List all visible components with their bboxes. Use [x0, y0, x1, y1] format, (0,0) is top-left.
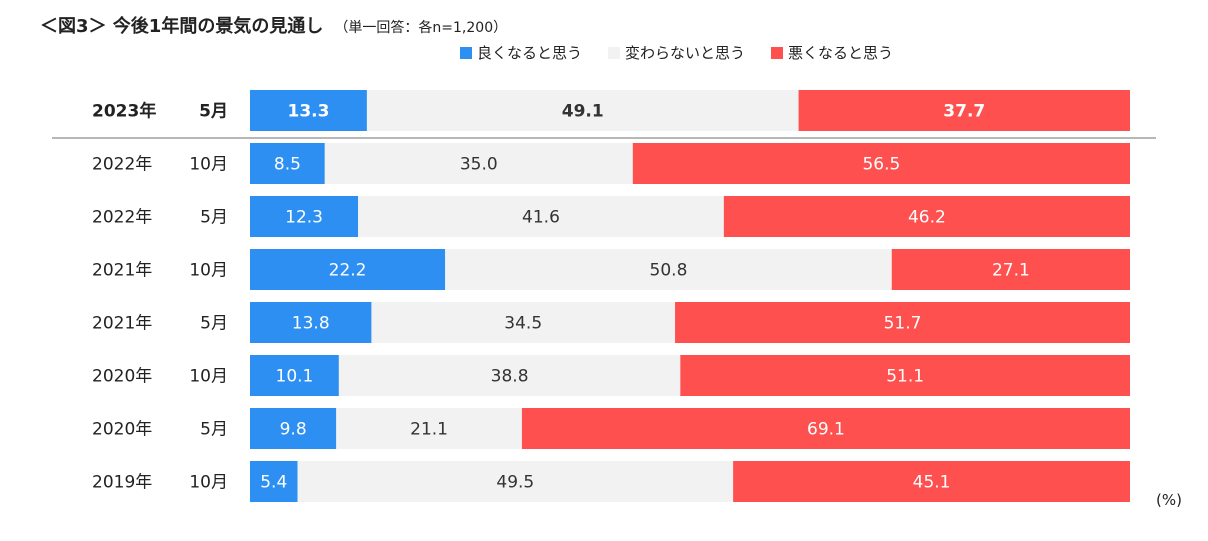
bar-value-label-same: 35.0	[460, 155, 498, 175]
bar-value-label-bad: 45.1	[913, 473, 951, 493]
row-label-year: 2021年	[92, 314, 152, 334]
bar-segment-bad	[521, 408, 1130, 449]
bar-segment-same	[445, 249, 892, 290]
bar-segment-good	[250, 302, 372, 343]
bar-value-label-bad: 27.1	[992, 261, 1030, 281]
bar-value-label-same: 21.1	[410, 420, 448, 440]
legend-swatch-good	[460, 46, 472, 59]
bar-segment-same	[338, 355, 681, 396]
bar-segment-same	[336, 408, 522, 449]
bar-value-label-bad: 51.7	[884, 314, 922, 334]
bar-segment-good	[250, 461, 298, 502]
row-label-month: 10月	[189, 155, 228, 175]
bar-segment-same	[371, 302, 676, 343]
row-label-year: 2022年	[92, 155, 152, 175]
bar-value-label-good: 8.5	[274, 155, 301, 175]
bar-segment-good	[250, 408, 337, 449]
bar-value-label-same: 41.6	[522, 208, 560, 228]
bar-value-label-same: 34.5	[504, 314, 542, 334]
bar-value-label-good: 22.2	[329, 261, 367, 281]
legend-item-same: 変わらないと思う	[608, 42, 745, 63]
row-label-month: 10月	[189, 261, 228, 281]
bar-value-label-bad: 37.7	[943, 102, 985, 122]
bar-value-label-good: 9.8	[280, 420, 307, 440]
row-label-month: 5月	[200, 314, 228, 334]
bar-value-label-good: 13.3	[287, 102, 329, 122]
bar-value-label-bad: 46.2	[908, 208, 946, 228]
bar-segment-good	[250, 90, 367, 131]
bar-segment-good	[250, 355, 339, 396]
row-label-month: 10月	[189, 367, 228, 387]
row-label-month: 5月	[199, 102, 228, 122]
bar-value-label-bad: 56.5	[862, 155, 900, 175]
bar-value-label-good: 12.3	[285, 208, 323, 228]
chart-subtitle: （単一回答：各n=1,200）	[334, 20, 508, 36]
legend-item-bad: 悪くなると思う	[771, 42, 893, 63]
row-label-year: 2022年	[92, 208, 152, 228]
bar-segment-bad	[675, 302, 1130, 343]
bar-value-label-same: 38.8	[491, 367, 529, 387]
bar-segment-good	[250, 143, 325, 184]
row-label-month: 5月	[200, 420, 228, 440]
bar-segment-good	[250, 249, 446, 290]
bar-value-label-bad: 69.1	[807, 420, 845, 440]
bar-segment-same	[366, 90, 799, 131]
legend: 良くなると思う 変わらないと思う 悪くなると思う	[460, 42, 893, 63]
legend-item-good: 良くなると思う	[460, 42, 582, 63]
row-label-year: 2019年	[92, 473, 152, 493]
legend-swatch-bad	[771, 46, 784, 59]
row-label-year: 2020年	[92, 367, 152, 387]
legend-label-same: 変わらないと思う	[625, 44, 746, 62]
legend-label-good: 良くなると思う	[477, 44, 583, 62]
row-label-month: 10月	[189, 473, 228, 493]
row-label-year: 2021年	[92, 261, 152, 281]
bar-segment-bad	[733, 461, 1130, 502]
chart-title-main: ＜図3＞ 今後1年間の景気の見通し	[40, 16, 324, 37]
bar-value-label-same: 49.1	[562, 102, 604, 122]
bar-value-label-good: 5.4	[260, 473, 287, 493]
bar-value-label-same: 50.8	[650, 261, 688, 281]
row-label-year: 2020年	[92, 420, 152, 440]
bar-segment-bad	[723, 196, 1130, 237]
legend-label-bad: 悪くなると思う	[788, 44, 894, 62]
bar-value-label-same: 49.5	[496, 473, 534, 493]
bar-value-label-good: 10.1	[276, 367, 314, 387]
bar-value-label-good: 13.8	[292, 314, 330, 334]
bar-segment-bad	[891, 249, 1130, 290]
legend-swatch-same	[608, 46, 621, 59]
bar-segment-good	[250, 196, 359, 237]
bar-value-label-bad: 51.1	[886, 367, 924, 387]
row-label-year: 2023年	[92, 101, 156, 122]
chart-title: ＜図3＞ 今後1年間の景気の見通し （単一回答：各n=1,200）	[40, 12, 507, 38]
unit-label: (%)	[1156, 491, 1182, 509]
bar-segment-same	[358, 196, 724, 237]
bar-segment-same	[324, 143, 633, 184]
bar-segment-bad	[798, 90, 1130, 131]
bar-segment-bad	[632, 143, 1130, 184]
bar-segment-bad	[680, 355, 1130, 396]
row-label-month: 5月	[200, 208, 228, 228]
bar-segment-same	[297, 461, 734, 502]
